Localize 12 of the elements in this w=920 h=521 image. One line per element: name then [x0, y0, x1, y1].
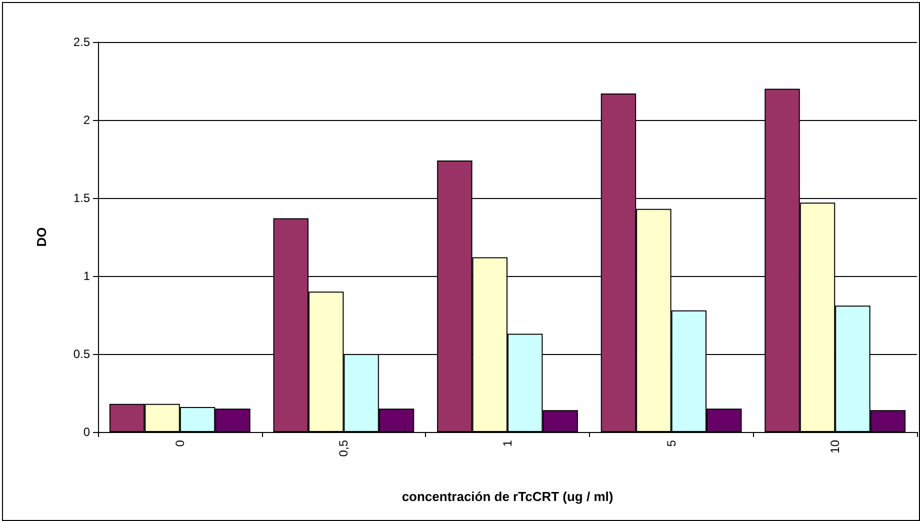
x-tick-label: 0,5 — [336, 440, 351, 457]
x-tick-label: 0 — [172, 440, 187, 447]
x-axis-title: concentración de rTcCRT (ug / ml) — [402, 489, 614, 504]
y-tick-label: 2.5 — [73, 35, 90, 49]
y-tick-label: 2 — [83, 113, 90, 127]
y-axis-title: DO — [34, 227, 49, 247]
x-tick-label: 5 — [664, 440, 678, 447]
x-tick-label: 1 — [500, 440, 514, 447]
y-tick-label: 1.5 — [73, 191, 90, 205]
y-tick-label: 0.5 — [73, 347, 90, 361]
y-tick-label: 1 — [83, 269, 90, 283]
x-tick-label: 10 — [828, 440, 842, 454]
